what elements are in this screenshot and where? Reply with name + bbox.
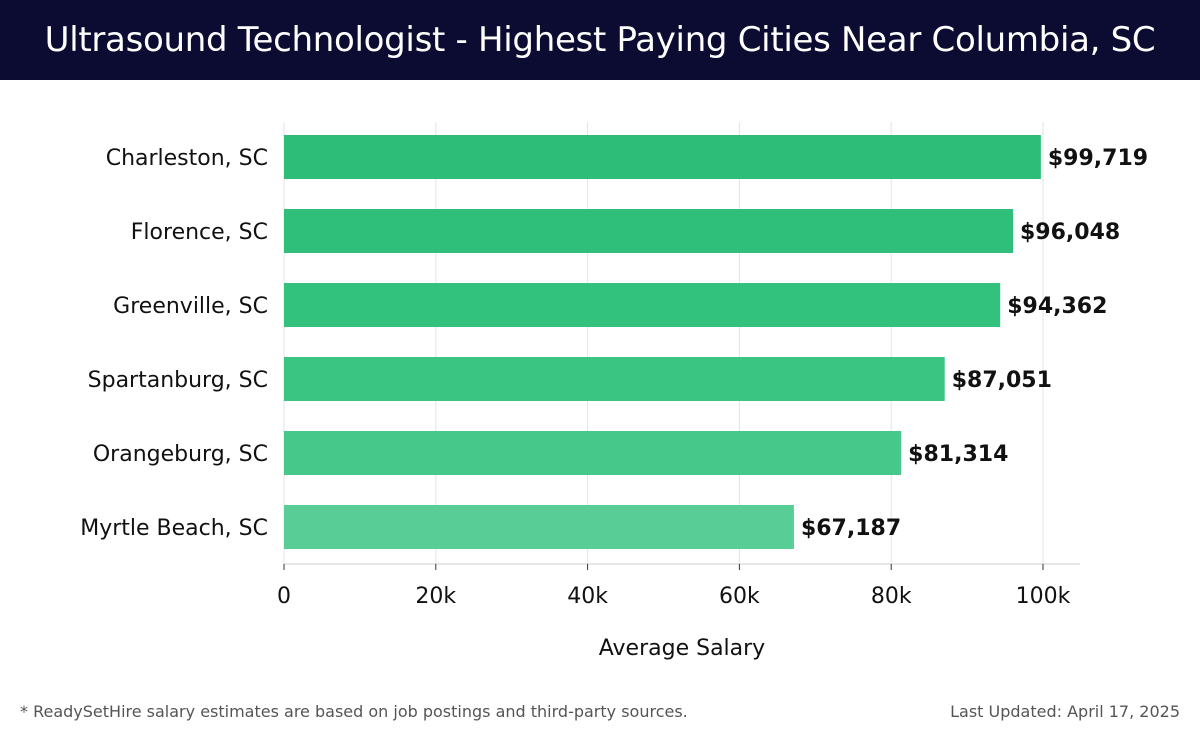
x-tick-label: 20k xyxy=(415,584,456,609)
bar xyxy=(284,283,1001,327)
footnote: * ReadySetHire salary estimates are base… xyxy=(20,702,688,721)
bar xyxy=(284,505,794,549)
x-tick-label: 80k xyxy=(871,584,912,609)
bar xyxy=(284,357,945,401)
category-label: Spartanburg, SC xyxy=(88,368,268,393)
bars: $99,719 $96,048 $94,362 $87,051 $81,314 $67,1… xyxy=(284,135,1148,549)
value-label: $94,362 xyxy=(1007,294,1107,319)
bar xyxy=(284,135,1041,179)
category-label: Greenville, SC xyxy=(113,294,268,319)
grid-lines xyxy=(283,122,1044,564)
x-tick-label: 40k xyxy=(567,584,608,609)
value-label: $87,051 xyxy=(952,368,1052,393)
last-updated: Last Updated: April 17, 2025 xyxy=(950,702,1180,721)
bar xyxy=(284,209,1014,253)
x-tick-label: 100k xyxy=(1016,584,1071,609)
x-axis: 0 20k 40k 60k 80k 100k xyxy=(277,563,1080,609)
x-tick-label: 0 xyxy=(277,584,291,609)
header-bar: Ultrasound Technologist - Highest Paying… xyxy=(0,0,1200,80)
value-label: $81,314 xyxy=(908,442,1008,467)
category-label: Charleston, SC xyxy=(106,146,268,171)
value-label: $67,187 xyxy=(801,516,901,541)
chart-title: Ultrasound Technologist - Highest Paying… xyxy=(44,20,1156,60)
x-tick-label: 60k xyxy=(719,584,760,609)
bar-chart: $99,719 $96,048 $94,362 $87,051 $81,314 $67,1… xyxy=(80,122,1148,661)
bar xyxy=(284,431,902,475)
category-label: Myrtle Beach, SC xyxy=(80,516,268,541)
category-label: Florence, SC xyxy=(131,220,268,245)
category-labels: Charleston, SC Florence, SC Greenville, SC… xyxy=(80,146,268,541)
value-label: $96,048 xyxy=(1020,220,1120,245)
category-label: Orangeburg, SC xyxy=(93,442,268,467)
x-axis-title: Average Salary xyxy=(599,636,765,661)
value-label: $99,719 xyxy=(1048,146,1148,171)
